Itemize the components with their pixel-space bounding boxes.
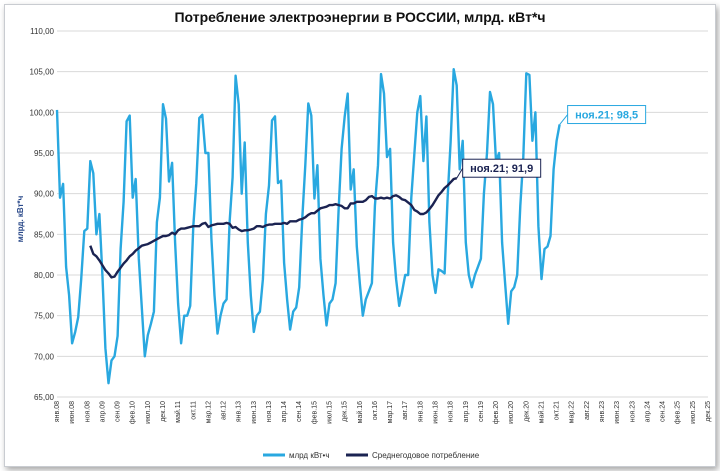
x-tick-label: июл.20: [508, 401, 515, 424]
x-tick-label: ноя.18: [448, 401, 455, 422]
x-tick-label: сен.19: [478, 401, 485, 422]
x-tick-label: дек.25: [705, 401, 712, 422]
chart: Потребление электроэнергии в РОССИИ, млр…: [16, 9, 712, 460]
y-tick-label: 95,00: [34, 149, 55, 158]
x-tick-label: янв.08: [54, 401, 61, 422]
grid: [57, 30, 708, 398]
x-tick-label: мар.12: [205, 401, 212, 423]
x-tick-label: мар.22: [569, 401, 576, 423]
chart-frame: Потребление электроэнергии в РОССИИ, млр…: [4, 4, 716, 467]
x-tick-label: май.11: [174, 401, 182, 423]
annotation-label: ноя.21; 91,9: [470, 163, 533, 175]
y-tick-label: 105,00: [30, 68, 55, 77]
x-tick-label: сен.24: [660, 401, 667, 422]
x-tick-label: авг.17: [402, 401, 409, 420]
x-tick-label: апр.14: [281, 401, 288, 422]
legend-label-average: Среднегодовое потребление: [372, 451, 480, 460]
x-tick-label: окт.11: [190, 401, 197, 420]
x-tick-label: ноя.13: [266, 401, 273, 422]
x-axis: янв.08 июн.08 ноя.08 апр.09 сен.09 фев.10 июл.…: [54, 401, 712, 424]
annotation-box: [567, 105, 647, 125]
x-tick-label: июн.23: [614, 401, 621, 424]
chart-title: Потребление электроэнергии в РОССИИ, млр…: [174, 9, 545, 25]
x-tick-label: сен.09: [115, 401, 122, 422]
series-lines: [55, 67, 561, 385]
x-tick-label: июн.13: [251, 401, 258, 424]
y-tick-label: 110,00: [30, 27, 54, 36]
x-tick-label: дек.15: [342, 401, 349, 422]
y-tick-label: 85,00: [34, 230, 55, 239]
x-tick-label: дек.10: [160, 401, 167, 422]
x-tick-label: май.21: [537, 401, 545, 423]
y-tick-label: 65,00: [34, 393, 55, 402]
annotations: ноя.21; 98,5 ноя.21; 91,9: [456, 105, 647, 179]
x-tick-label: сен.14: [296, 401, 303, 422]
x-tick-label: фев.20: [493, 401, 500, 424]
annotation-label: ноя.21; 98,5: [575, 110, 638, 122]
x-tick-label: авг.12: [221, 401, 228, 420]
y-tick-label: 70,00: [34, 352, 55, 361]
x-tick-label: апр.09: [99, 401, 106, 422]
annotation-box: [462, 158, 542, 178]
legend-label-monthly: млрд кВт•ч: [289, 451, 330, 460]
x-tick-label: июл.25: [690, 401, 697, 424]
x-tick-label: авг.22: [584, 401, 591, 420]
y-tick-label: 75,00: [34, 312, 55, 321]
x-tick-label: июл.10: [145, 401, 152, 424]
x-tick-label: май.16: [356, 401, 364, 423]
y-tick-label: 90,00: [34, 190, 55, 199]
x-tick-label: окт.21: [554, 401, 561, 420]
series-line-average: [89, 177, 458, 279]
y-axis: 65,00 70,00 75,00 80,00 85,00 90,00 95,00 100,0…: [30, 27, 55, 402]
x-tick-label: июн.18: [432, 401, 439, 424]
x-tick-label: ноя.23: [629, 401, 636, 422]
series-line-monthly: [55, 67, 561, 385]
x-tick-label: июл.15: [327, 401, 334, 424]
y-tick-label: 80,00: [34, 271, 55, 280]
x-tick-label: апр.19: [463, 401, 470, 422]
x-tick-label: янв.18: [417, 401, 424, 422]
legend: млрд кВт•ч Среднегодовое потребление: [263, 451, 480, 460]
x-tick-label: фев.15: [311, 401, 318, 424]
x-tick-label: июн.08: [69, 401, 76, 424]
x-tick-label: окт.16: [372, 401, 379, 420]
x-tick-label: фев.25: [675, 401, 682, 424]
x-tick-label: ноя.08: [84, 401, 91, 422]
x-tick-label: янв.23: [599, 401, 606, 422]
y-axis-label: млрд. кВт*ч: [16, 195, 25, 242]
x-tick-label: фев.10: [130, 401, 137, 424]
annotation-leader: [456, 167, 464, 179]
y-tick-label: 100,00: [30, 108, 55, 117]
x-tick-label: апр.24: [644, 401, 651, 422]
x-tick-label: янв.13: [236, 401, 243, 422]
x-tick-label: дек.20: [523, 401, 530, 422]
x-tick-label: мар.17: [387, 401, 394, 423]
annotation-leader: [559, 114, 569, 125]
